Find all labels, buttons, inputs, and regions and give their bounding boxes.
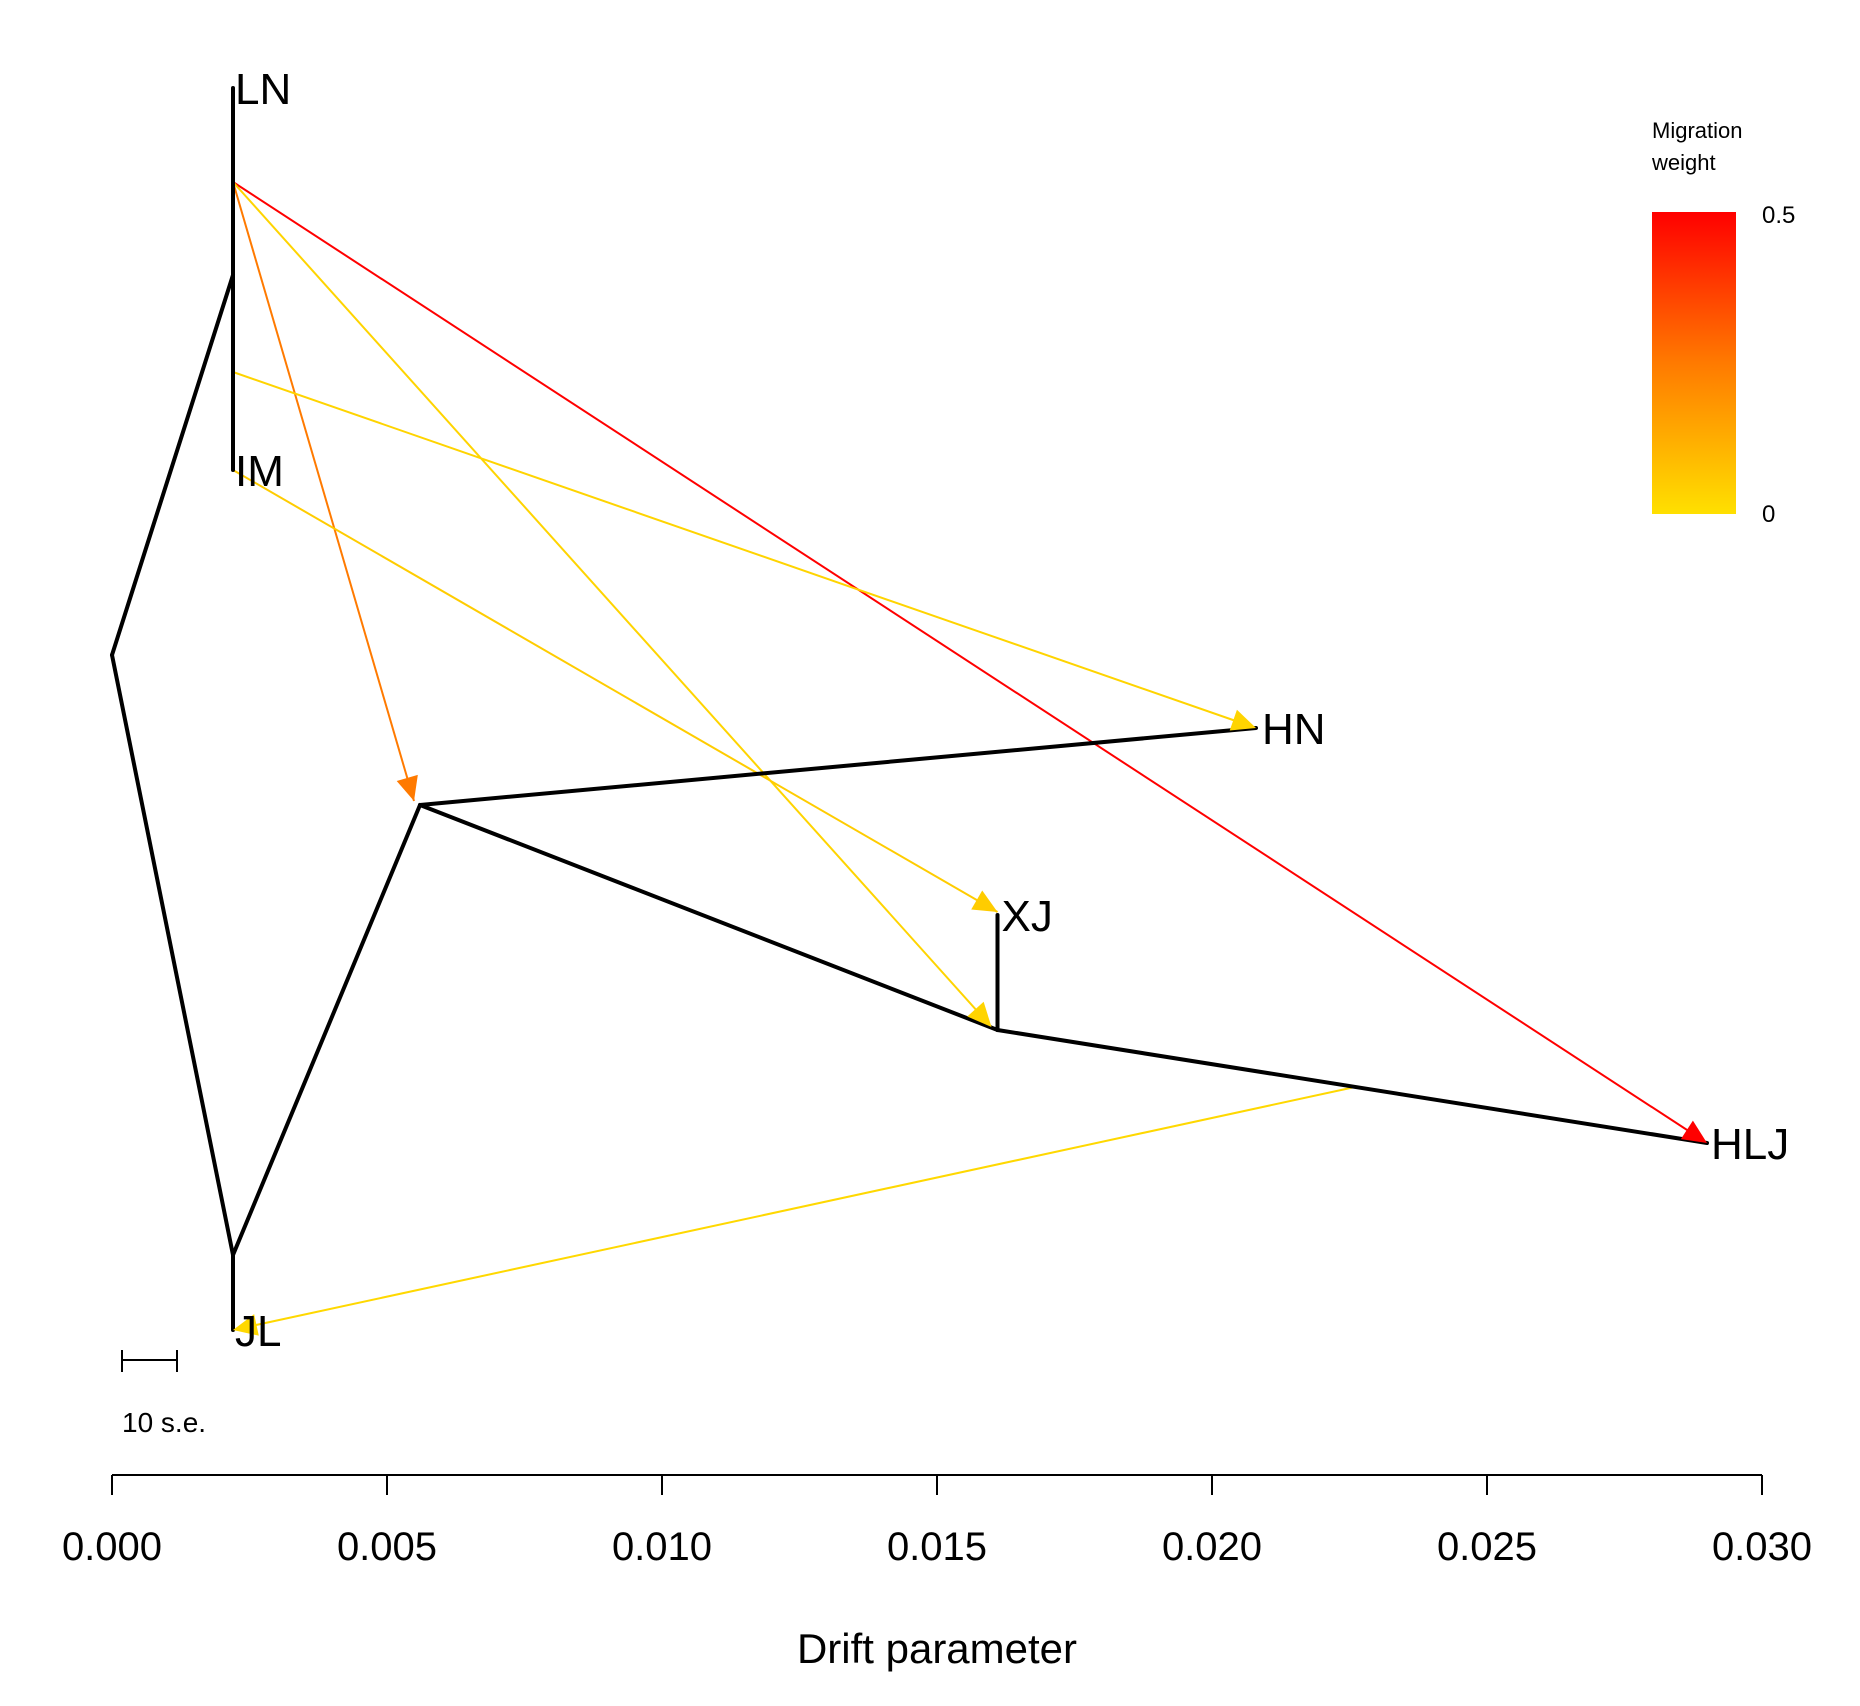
tip-label-IM: IM (235, 447, 284, 496)
migration-arrowhead-1 (1680, 1120, 1707, 1143)
tree-edge-n2-n3 (231, 803, 422, 1257)
migration-arrowhead-3 (967, 1001, 992, 1027)
x-axis: 0.000 0.005 0.010 0.015 0.020 0.025 0.030 (62, 1474, 1812, 1569)
tip-label-XJ: XJ (1002, 892, 1053, 941)
tree-edge-n3-HN (418, 726, 1258, 807)
tree-edges (110, 86, 1709, 1332)
x-tick-label-4: 0.020 (1162, 1525, 1262, 1569)
tree-edge-root-n2 (110, 653, 235, 1257)
x-tick-label-0: 0.000 (62, 1525, 162, 1569)
tip-labels: LN IM JL HN XJ HLJ (235, 65, 1789, 1356)
x-tick-label-5: 0.025 (1437, 1525, 1537, 1569)
tree-edge-root-n1 (110, 273, 235, 657)
tree-edge-n3-n4 (418, 803, 1000, 1032)
migration-edge-1 (232, 181, 1708, 1144)
migration-edge-5 (232, 469, 999, 913)
tree-edge-n4-HLJ (995, 1028, 1709, 1145)
x-tick-label-6: 0.030 (1712, 1525, 1812, 1569)
x-tick-label-3: 0.015 (887, 1525, 987, 1569)
legend-title-line-2: weight (1651, 150, 1716, 175)
tip-label-HLJ: HLJ (1711, 1120, 1789, 1169)
scale-bar-label: 10 s.e. (122, 1407, 206, 1438)
x-tick-label-2: 0.010 (612, 1525, 712, 1569)
migration-edges (232, 181, 1708, 1331)
migration-edge-6 (232, 1086, 1356, 1331)
x-tick-label-1: 0.005 (337, 1525, 437, 1569)
migration-arrowhead-6 (233, 1314, 259, 1336)
legend-color-bar (1652, 212, 1736, 514)
migration-edge-4 (232, 371, 1257, 729)
x-axis-title: Drift parameter (797, 1625, 1077, 1672)
scale-bar: 10 s.e. (121, 1350, 206, 1438)
legend-min-label: 0 (1762, 501, 1775, 528)
tip-label-JL: JL (235, 1307, 281, 1356)
tip-label-HN: HN (1262, 705, 1326, 754)
legend-max-label: 0.5 (1762, 202, 1795, 229)
migration-arrowhead-5 (971, 890, 998, 912)
legend-title-line-1: Migration (1652, 118, 1742, 143)
migration-edge-3 (232, 181, 993, 1028)
migration-arrowheads (233, 709, 1707, 1336)
migration-edge-2 (232, 181, 415, 802)
tip-label-LN: LN (235, 65, 291, 114)
migration-weight-legend: Migration weight 0.5 0 (1651, 118, 1795, 528)
migration-arrowhead-2 (396, 774, 418, 801)
migration-arrowhead-4 (1229, 709, 1256, 731)
